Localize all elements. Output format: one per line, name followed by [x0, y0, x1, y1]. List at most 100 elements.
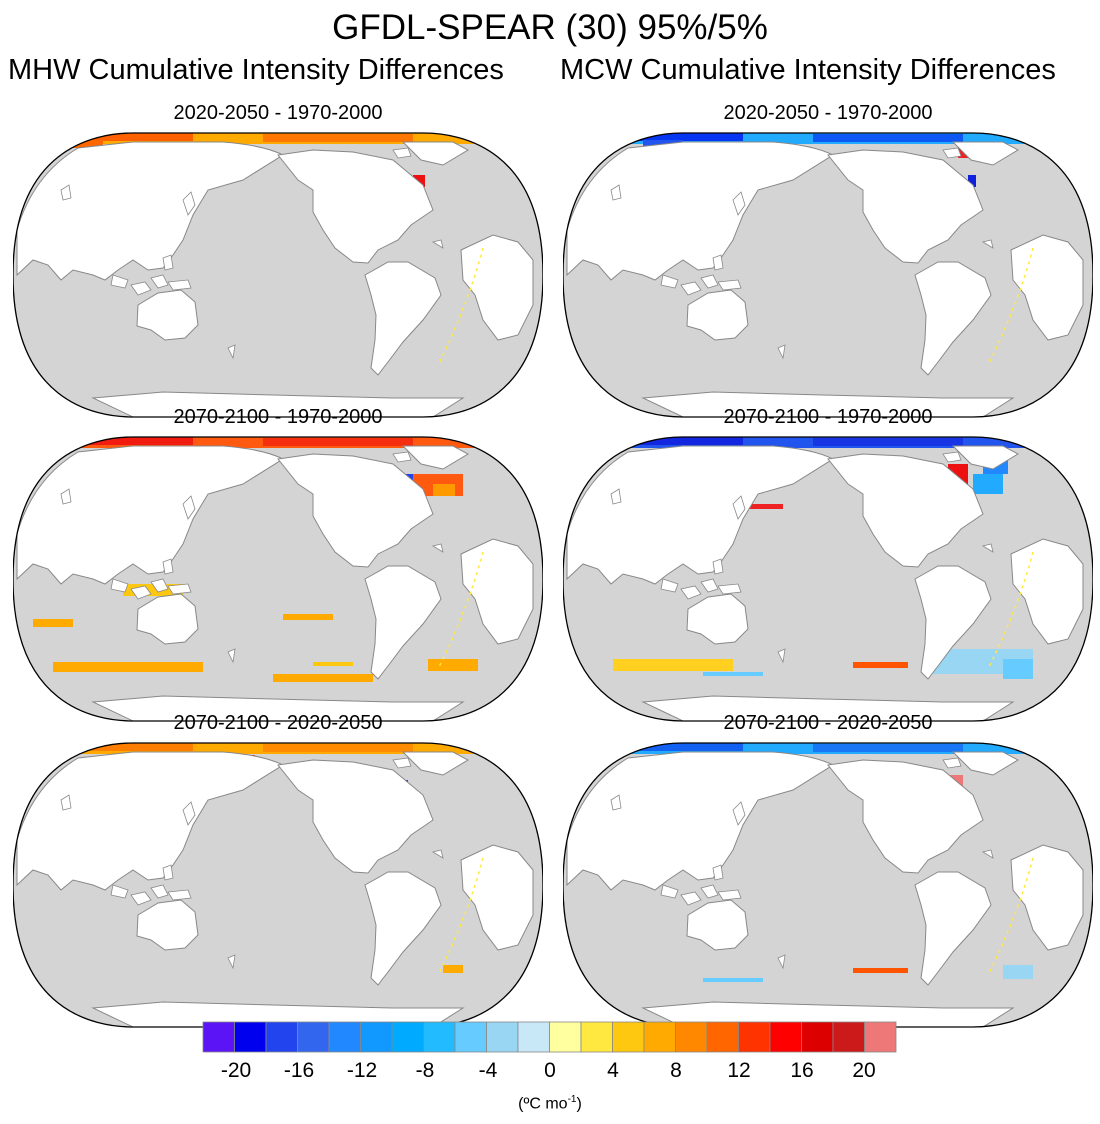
island — [227, 648, 236, 664]
island — [732, 801, 746, 826]
landmass-eurasia — [16, 751, 285, 891]
island — [162, 254, 174, 271]
island — [942, 147, 962, 159]
island — [660, 578, 679, 593]
map-panel-mhw-2070-2100-vs-2020-2050: 2070-2100 - 2020-2050 — [13, 712, 543, 1030]
landmass-greenland — [951, 751, 1020, 776]
island — [660, 884, 679, 899]
island — [167, 889, 192, 901]
colorbar-swatch — [391, 1021, 424, 1053]
island — [182, 495, 196, 520]
landmass-antarctica — [641, 1001, 1015, 1027]
landmass-antarctica — [91, 1001, 465, 1027]
colorbar-swatch — [832, 1021, 865, 1053]
landmass-sAmerica — [914, 261, 992, 376]
island — [981, 239, 994, 249]
island — [680, 281, 702, 296]
island — [110, 274, 129, 289]
anomaly-patch — [613, 659, 733, 671]
island — [700, 274, 719, 289]
arctic-anomaly — [73, 133, 193, 141]
landmass-greenland — [401, 445, 470, 470]
island — [60, 794, 72, 811]
island — [712, 864, 724, 881]
landmass-sAmerica — [364, 871, 442, 986]
colorbar-swatch — [486, 1021, 519, 1053]
colorbar-swatch — [202, 1021, 235, 1053]
island — [182, 191, 196, 216]
colorbar-tick-label: -8 — [415, 1059, 435, 1082]
landmass-greenland — [401, 141, 470, 166]
anomaly-patch — [273, 674, 373, 682]
map-panel-mhw-2020-2050: 2020-2050 - 1970-2000 — [13, 102, 543, 420]
world-map — [13, 436, 543, 722]
island — [942, 451, 962, 463]
colorbar-swatch — [265, 1021, 298, 1053]
landmass-eurasia — [16, 141, 285, 281]
arctic-anomaly — [623, 437, 743, 445]
arctic-anomaly — [813, 744, 963, 752]
island — [392, 451, 412, 463]
island — [680, 891, 702, 906]
colorbar-swatch — [706, 1021, 739, 1053]
island — [162, 864, 174, 881]
island — [712, 558, 724, 575]
island — [150, 884, 169, 899]
arctic-anomaly — [623, 743, 743, 751]
landmass-sAmerica — [914, 565, 992, 680]
island — [981, 849, 994, 859]
colorbar-swatch — [643, 1021, 676, 1053]
landmass-eurasia — [566, 751, 835, 891]
colorbar-tick-label: 16 — [790, 1059, 814, 1082]
island — [712, 254, 724, 271]
landmass-eurasia — [16, 445, 285, 585]
colorbar-swatch — [580, 1021, 613, 1053]
island — [392, 757, 412, 769]
colorbar-tick-label: 20 — [852, 1059, 876, 1082]
panel-title: 2020-2050 - 1970-2000 — [723, 102, 933, 124]
landmass-sAmerica — [364, 565, 442, 680]
landmass-antarctica — [641, 391, 1015, 417]
panel-title: 2070-2100 - 1970-2000 — [173, 406, 383, 428]
island — [167, 583, 192, 595]
landmass-greenland — [951, 141, 1020, 166]
landmass-nAmerica — [827, 453, 984, 568]
landmass-nAmerica — [827, 759, 984, 874]
landmass-africa — [1010, 538, 1084, 645]
panel-title: 2070-2100 - 1970-2000 — [723, 406, 933, 428]
colorbar-tick-label: -4 — [478, 1059, 498, 1082]
landmass-australia — [136, 289, 199, 341]
landmass-africa — [1010, 844, 1084, 951]
anomaly-patch — [853, 968, 908, 973]
landmass-africa — [460, 844, 534, 951]
island — [777, 344, 786, 360]
anomaly-patch — [313, 662, 353, 666]
colorbar-swatch — [612, 1021, 645, 1053]
colorbar-swatch — [454, 1021, 487, 1053]
anomaly-patch — [73, 140, 103, 148]
landmass-antarctica — [91, 695, 465, 721]
world-map — [13, 742, 543, 1028]
landmass-greenland — [401, 751, 470, 776]
map-border — [13, 132, 543, 418]
landmass-australia — [136, 593, 199, 645]
figure-title: GFDL-SPEAR (30) 95%/5% — [332, 8, 768, 47]
anomaly-patch — [283, 614, 333, 620]
anomaly-patch — [428, 659, 478, 671]
map-border — [13, 436, 543, 722]
landmass-greenland — [951, 445, 1020, 470]
arctic-anomaly — [623, 133, 743, 141]
colorbar-swatch — [801, 1021, 834, 1053]
world-map — [563, 132, 1093, 418]
island — [431, 239, 444, 249]
landmass-sAmerica — [364, 261, 442, 376]
island — [392, 147, 412, 159]
panel-title: 2070-2100 - 2020-2050 — [723, 712, 933, 734]
island — [942, 757, 962, 769]
island — [610, 184, 622, 201]
units-exponent: -1 — [567, 1094, 577, 1105]
colorbar-tick-label: 8 — [670, 1059, 682, 1082]
island — [610, 794, 622, 811]
landmass-africa — [460, 538, 534, 645]
island — [130, 891, 152, 906]
